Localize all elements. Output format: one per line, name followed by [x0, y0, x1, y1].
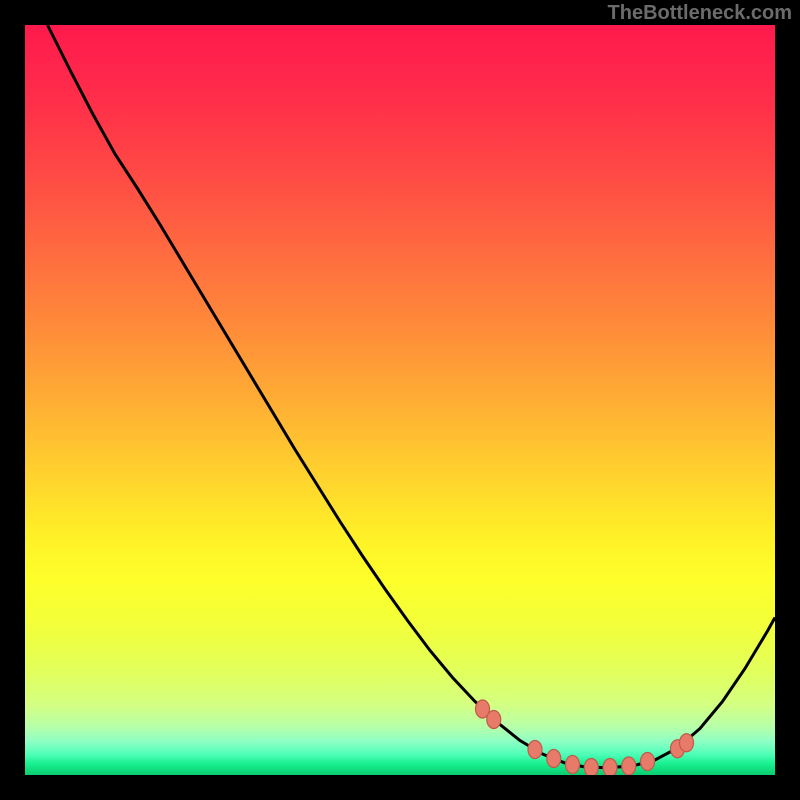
- watermark-text: TheBottleneck.com: [608, 2, 792, 25]
- plot-area: [25, 25, 775, 775]
- curve-layer: [25, 25, 775, 775]
- curve-marker: [622, 757, 636, 775]
- curve-marker: [603, 759, 617, 776]
- curve-marker: [528, 741, 542, 759]
- curve-marker: [641, 753, 655, 771]
- curve-marker: [487, 711, 501, 729]
- marker-group: [476, 700, 694, 775]
- curve-marker: [547, 750, 561, 768]
- bottleneck-curve: [48, 25, 776, 768]
- curve-marker: [566, 756, 580, 774]
- curve-marker: [680, 734, 694, 752]
- curve-marker: [584, 759, 598, 776]
- chart-container: TheBottleneck.com: [0, 0, 800, 800]
